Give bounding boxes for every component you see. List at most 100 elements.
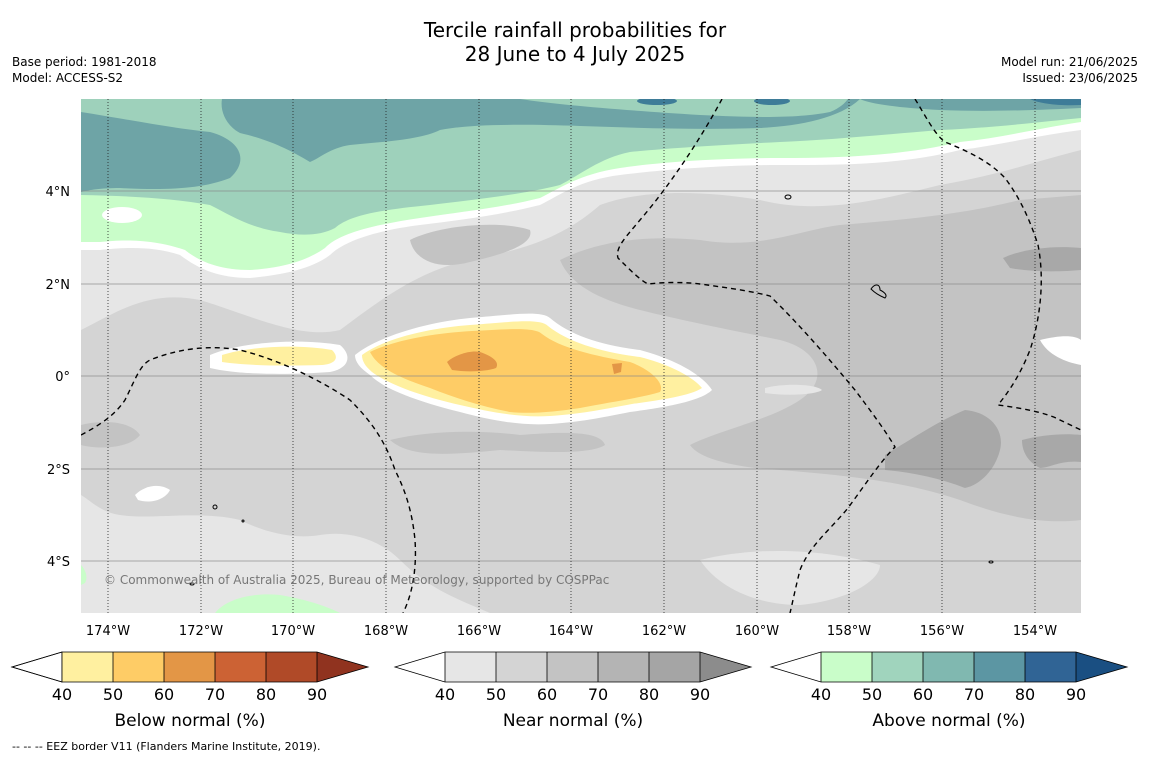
colorbar-near-tick-70: 70 [588,685,608,704]
colorbar-above-max-arrow [1076,652,1127,682]
island-4 [189,582,195,586]
eez-border-west [81,346,417,613]
colorbar-above-title: Above normal (%) [872,711,1025,731]
lon-label-170w: 170°W [271,624,315,639]
lon-label-166w: 166°W [457,624,501,639]
above-normal-60-region-west [81,112,241,192]
colorbar-below-tick-70: 70 [205,685,225,704]
map-title: Tercile rainfall probabilities for 28 Ju… [375,18,775,66]
colorbar-below-min-arrow [10,651,63,683]
near-normal-60-region-west [81,422,140,448]
colorbar-near-tick-90: 90 [690,685,710,704]
lon-label-172w: 172°W [179,624,223,639]
island-5 [988,560,994,564]
near-normal-70-region-northeast [1003,247,1081,272]
eez-borders [81,99,1081,613]
colorbar-near-max-arrow [700,652,751,682]
lat-label-2s: 2°S [47,463,70,478]
colorbar-below-bin-50 [113,652,164,682]
colorbar-above-min-arrow [771,652,821,682]
eez-border-northeast [914,99,1081,431]
near-normal-60-region-north [410,224,531,266]
lon-label-174w: 174°W [86,624,130,639]
longitude-labels: 174°W 172°W 170°W 168°W 166°W 164°W 162°… [86,624,1057,639]
colorbar-above-tick-60: 60 [913,685,933,704]
colorbar-below-normal: 40 50 60 70 80 90 Below normal (%) [10,651,370,731]
title-line-1: Tercile rainfall probabilities for [423,18,727,42]
colorbar-above-bin-70 [974,652,1025,682]
below-normal-60-region-1 [447,351,498,372]
colorbar-above-tick-50: 50 [862,685,882,704]
title-line-2: 28 June to 4 July 2025 [464,42,686,66]
near-normal-70-region-far-east [1022,434,1081,468]
below-normal-60-region-2 [612,363,622,374]
above-normal-60-region-north [221,99,1081,162]
colorbar-below-title: Below normal (%) [115,711,266,731]
lon-label-156w: 156°W [920,624,964,639]
colorbar-near-min-arrow [395,652,445,682]
base-period: Base period: 1981-2018 [12,55,157,69]
below-normal-50-region [370,329,662,413]
colorbar-above-normal: 40 50 60 70 80 90 Above normal (%) [769,651,1129,731]
colorbar-below-tick-60: 60 [154,685,174,704]
colorbar-above-bin-50 [872,652,923,682]
colorbar-below-bin-40 [62,652,113,682]
near-normal-60-region-center [390,431,605,454]
island-kiritimati [870,284,887,299]
near-40-patch-center [765,384,822,395]
colorbar-near-bin-60 [547,652,598,682]
lon-label-158w: 158°W [827,624,871,639]
near-normal-40-patch [700,550,880,605]
above-normal-70-spot-1 [637,99,677,105]
colorbar-below-bin-70 [215,652,266,682]
colorbar-above-bin-80 [1025,652,1076,682]
colorbar-near-bin-70 [598,652,649,682]
colorbar-near-tick-60: 60 [537,685,557,704]
above-normal-70-spot-3 [1030,99,1081,106]
eez-footnote: -- -- -- EEZ border V11 (Flanders Marine… [12,740,321,753]
copyright-text: © Commonwealth of Australia 2025, Bureau… [104,573,609,587]
colorbar-above-bin-60 [923,652,974,682]
colorbar-below-tick-90: 90 [307,685,327,704]
colorbar-above-tick-90: 90 [1066,685,1086,704]
colorbar-near-normal: 40 50 60 70 80 90 Near normal (%) [393,651,753,731]
above-normal-70-spot-2 [754,99,790,105]
island-2 [212,504,218,510]
lat-label-2n: 2°N [46,278,71,293]
colorbar-near-tick-50: 50 [486,685,506,704]
model-info: Base period: 1981-2018 Model: ACCESS-S2 [12,54,157,86]
colorbar-below-max-arrow [317,652,368,682]
above-normal-40-hole [102,207,142,223]
lon-label-168w: 168°W [364,624,408,639]
latitude-gridlines [81,190,1081,562]
colorbar-above-tick-70: 70 [964,685,984,704]
colorbar-near-tick-40: 40 [435,685,455,704]
lat-label-0: 0° [55,370,70,385]
below-normal-40-region-west [222,346,336,366]
issued-date: Issued: 23/06/2025 [1022,71,1138,85]
colorbar-above-tick-80: 80 [1015,685,1035,704]
island-1 [784,194,792,200]
lon-label-164w: 164°W [549,624,593,639]
model-name: Model: ACCESS-S2 [12,71,124,85]
colorbar-near-tick-80: 80 [639,685,659,704]
white-patch-south [135,485,170,502]
colorbar-above-bin-40 [821,652,872,682]
colorbar-below-bin-60 [164,652,215,682]
colorbar-near-bin-50 [496,652,547,682]
colorbar-below-bin-80 [266,652,317,682]
colorbar-near-bin-80 [649,652,700,682]
probability-field [81,99,1081,613]
colorbar-above-tick-40: 40 [811,685,831,704]
white-patch-east [1040,336,1081,365]
lon-label-154w: 154°W [1013,624,1057,639]
lat-label-4n: 4°N [46,185,71,200]
latitude-labels: 4°N 2°N 0° 2°S 4°S [46,185,71,570]
colorbar-near-title: Near normal (%) [503,711,643,731]
lon-label-160w: 160°W [735,624,779,639]
colorbar-near-bin-40 [445,652,496,682]
islands [189,194,994,586]
near-normal-70-region-east [885,410,1001,488]
run-info: Model run: 21/06/2025 Issued: 23/06/2025 [1001,54,1138,86]
